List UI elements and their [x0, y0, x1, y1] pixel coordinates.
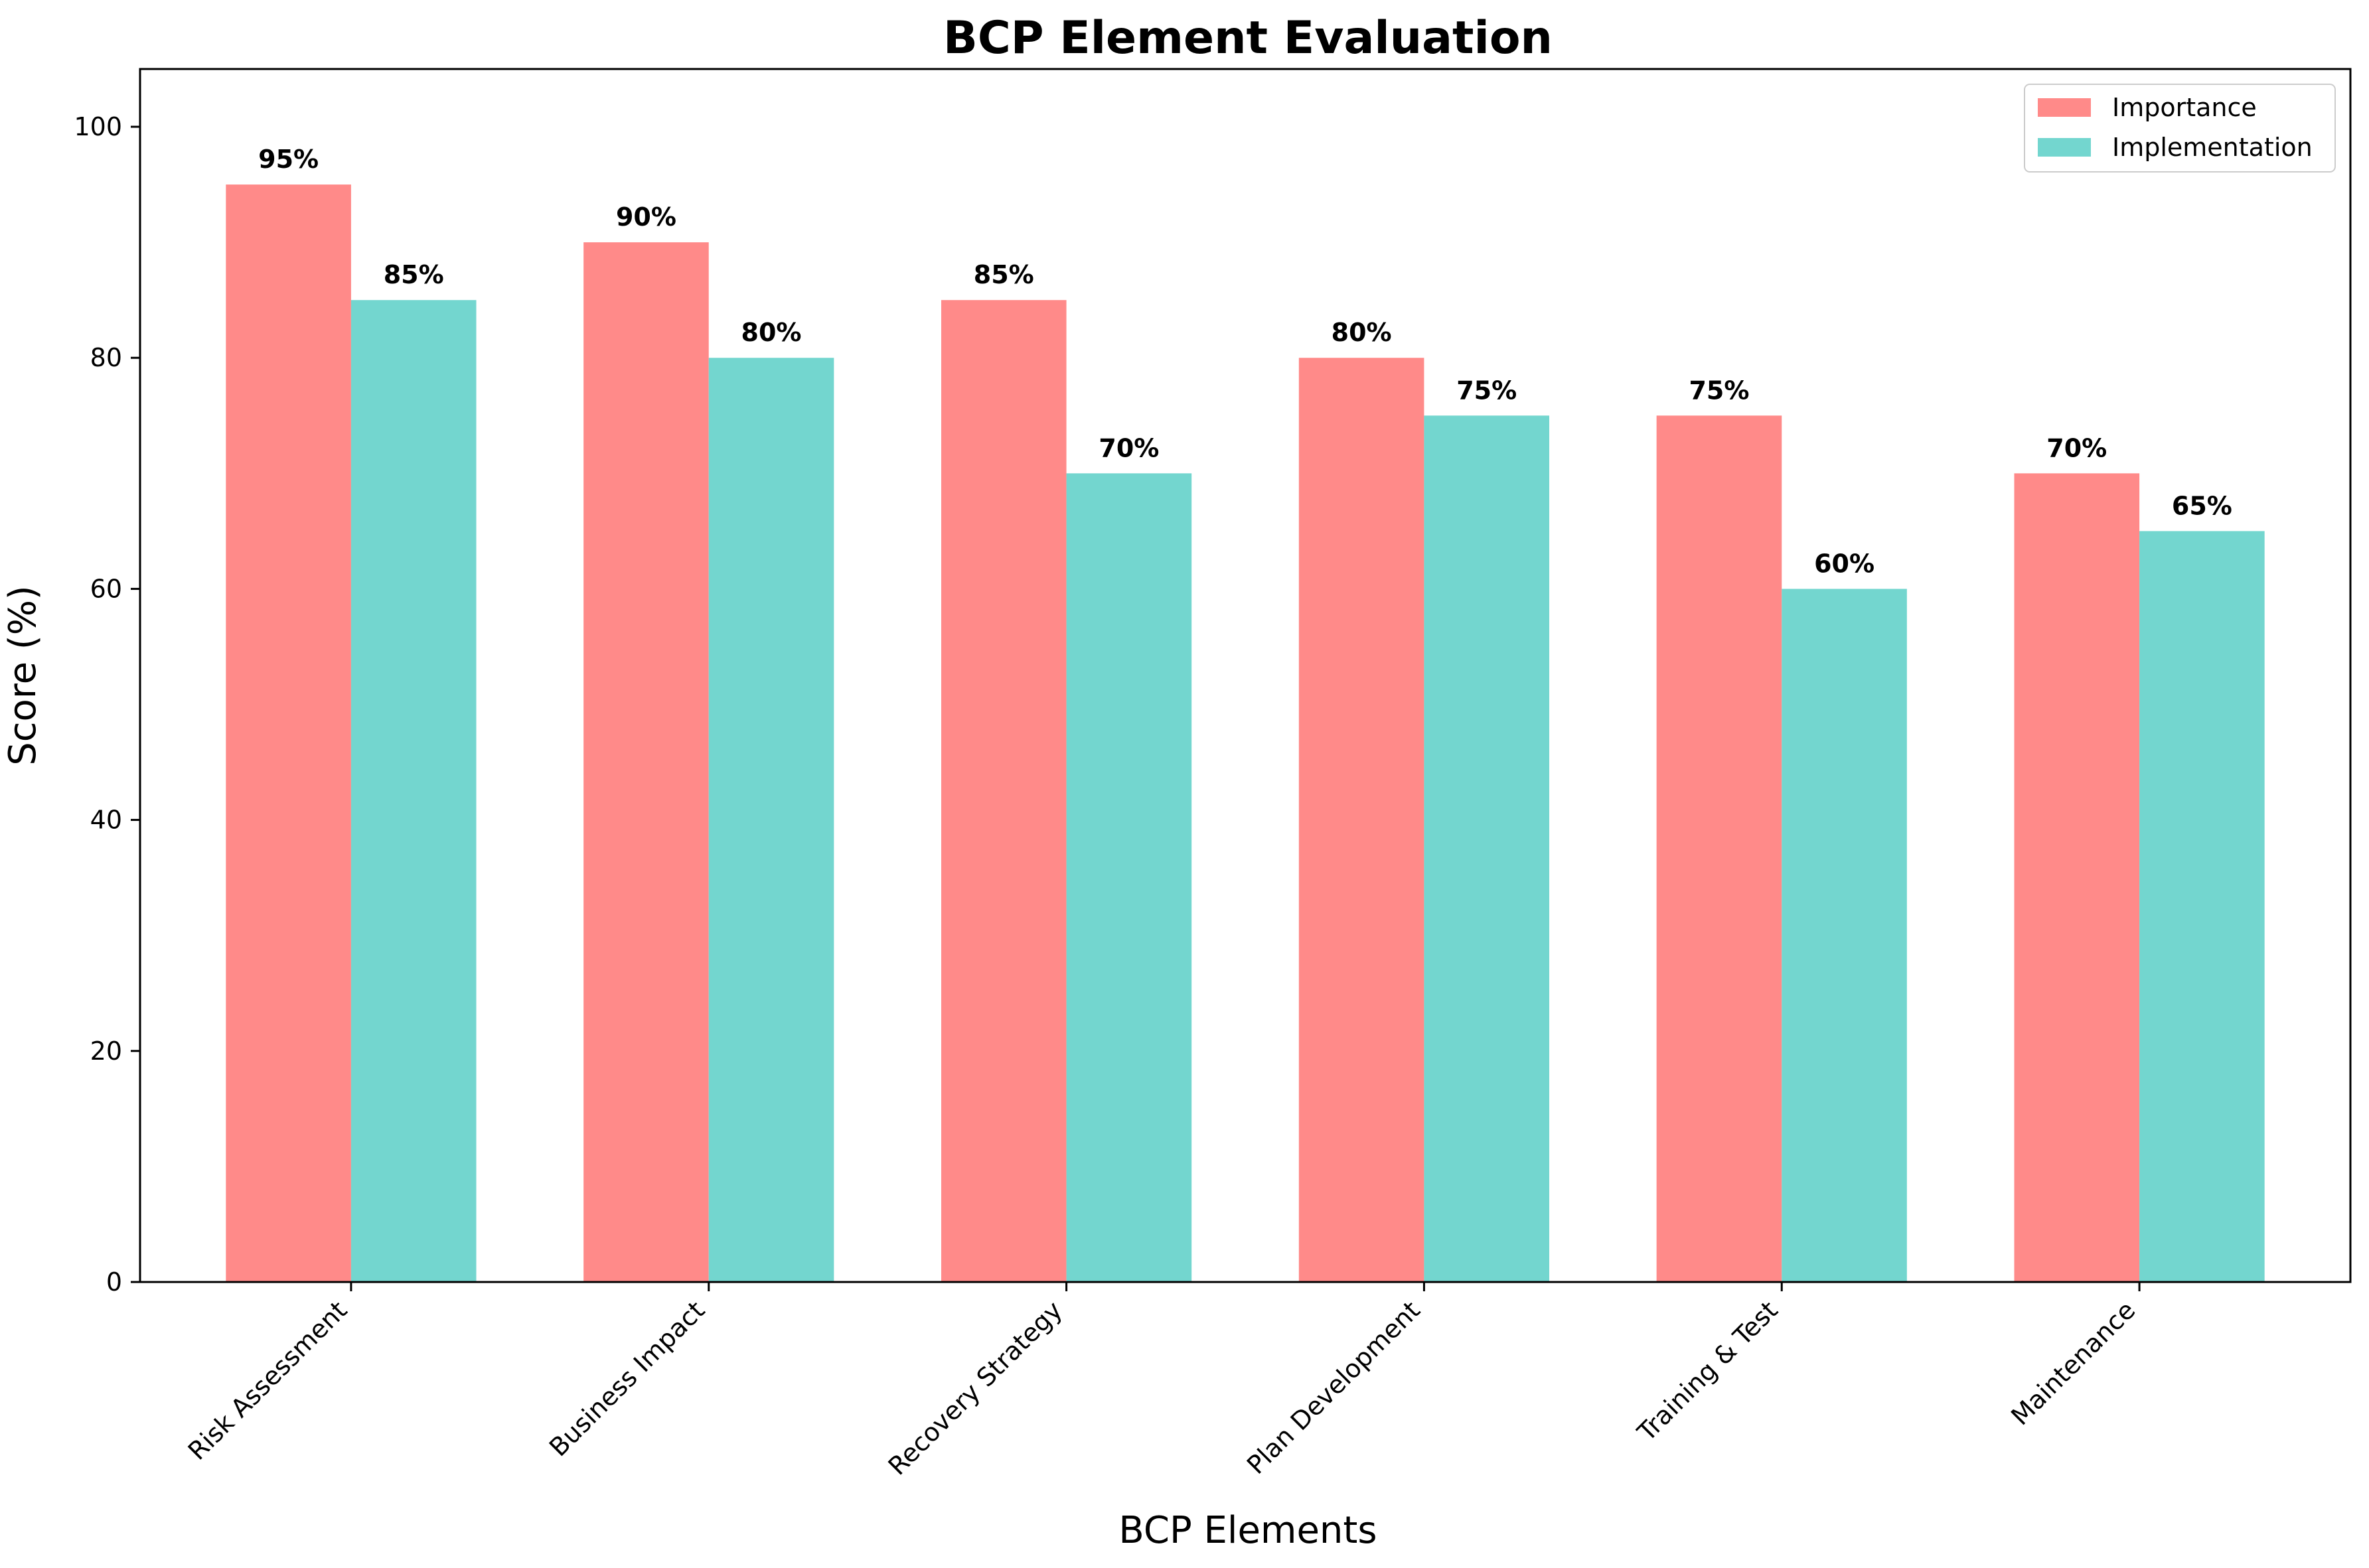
- data-label-implementation-0: 85%: [384, 260, 444, 289]
- bar-importance-0: [226, 184, 351, 1283]
- bar-implementation-3: [1424, 415, 1550, 1283]
- data-label-importance-1: 90%: [616, 202, 676, 232]
- bar-implementation-4: [1782, 589, 1907, 1282]
- legend-swatch-implementation: [2038, 138, 2091, 157]
- bar-importance-3: [1298, 358, 1424, 1283]
- chart-title: BCP Element Evaluation: [943, 12, 1553, 64]
- data-label-importance-3: 80%: [1332, 318, 1392, 347]
- data-labels-layer: 95% 85% 90% 80% 85% 70% 80% 75% 75% 60% 70% 65%: [258, 145, 2232, 578]
- legend-swatch-importance: [2038, 98, 2091, 117]
- data-label-implementation-5: 65%: [2172, 491, 2232, 520]
- bar-importance-4: [1656, 415, 1782, 1283]
- bars-layer: [226, 184, 2265, 1283]
- bar-importance-2: [941, 300, 1067, 1283]
- y-axis-label: Score (%): [1, 585, 44, 766]
- legend-label-importance: Importance: [2112, 93, 2257, 122]
- bar-implementation-5: [2139, 531, 2265, 1282]
- y-tick-label: 60: [90, 574, 122, 603]
- legend: Importance Implementation: [2024, 84, 2336, 173]
- bar-implementation-2: [1066, 473, 1192, 1283]
- bar-implementation-0: [350, 300, 477, 1283]
- data-label-importance-5: 70%: [2046, 433, 2107, 463]
- data-label-importance-0: 95%: [258, 145, 319, 174]
- bar-importance-5: [2014, 473, 2140, 1283]
- data-label-implementation-2: 70%: [1099, 433, 1159, 463]
- y-tick-label: 20: [90, 1036, 122, 1066]
- legend-label-implementation: Implementation: [2112, 133, 2313, 162]
- y-tick-label: 80: [90, 343, 122, 372]
- bar-implementation-1: [708, 358, 834, 1283]
- legend-box: [2024, 84, 2336, 173]
- y-tick-label: 0: [106, 1267, 122, 1297]
- plot-frame: [139, 68, 2352, 1283]
- bar-importance-1: [583, 242, 709, 1283]
- data-label-importance-2: 85%: [974, 260, 1034, 289]
- data-label-implementation-1: 80%: [741, 318, 802, 347]
- x-axis-label: BCP Elements: [1118, 1509, 1377, 1552]
- data-label-implementation-3: 75%: [1456, 376, 1517, 405]
- data-label-implementation-4: 60%: [1814, 549, 1874, 578]
- y-tick-label: 40: [90, 806, 122, 835]
- data-label-importance-4: 75%: [1689, 376, 1749, 405]
- y-tick-label: 100: [74, 112, 122, 141]
